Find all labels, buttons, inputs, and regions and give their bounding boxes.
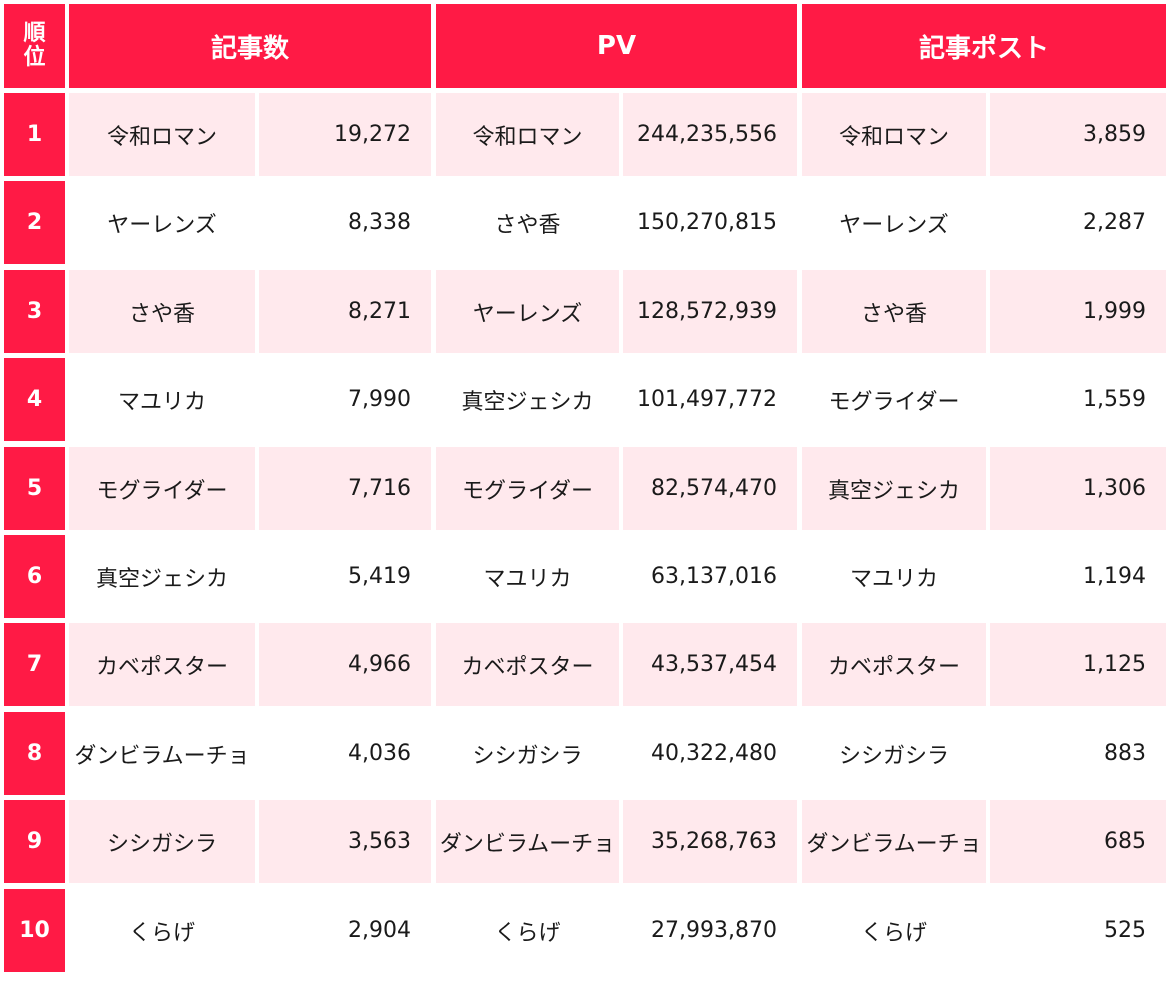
articles-value-cell: 8,338 [348,210,411,235]
posts-name-cell: モグライダー [828,389,960,415]
pv-name-cell: ヤーレンズ [436,270,619,353]
pv-value-cell: 101,497,772 [637,387,777,412]
pv-name-cell: 令和ロマン [436,93,619,176]
posts-value-cell: 2,287 [1083,210,1146,235]
rank-header: 順位 [4,4,65,88]
articles-name-cell: くらげ [128,920,195,946]
pv-name-cell: シシガシラ [472,743,583,769]
articles-name-cell: シシガシラ [69,800,255,883]
posts-value-cell: 1,194 [1083,564,1146,589]
articles-value-cell: 19,272 [259,93,431,176]
pv-name-cell: マユリカ [483,566,572,592]
rank-cell: 6 [4,535,65,618]
posts-name-cell: さや香 [802,270,986,353]
articles-name-cell: さや香 [69,270,255,353]
pv-value-cell: 244,235,556 [623,93,797,176]
posts-name-cell: 令和ロマン [802,93,986,176]
rank-cell: 9 [4,800,65,883]
articles-value-cell: 3,563 [259,800,431,883]
articles-value-cell: 8,271 [259,270,431,353]
articles-name-cell: ダンビラムーチョ [74,743,250,769]
posts-value-cell: 1,999 [990,270,1166,353]
posts-name-cell: 真空ジェシカ [802,447,986,530]
articles-value-cell: 4,036 [348,741,411,766]
rank-cell: 8 [4,712,65,795]
pv-name-cell: くらげ [494,920,561,946]
pv-value-cell: 43,537,454 [623,623,797,706]
rank-cell: 1 [4,93,65,176]
pv-value-cell: 63,137,016 [651,564,777,589]
pv-value-cell: 82,574,470 [623,447,797,530]
articles-value-cell: 7,990 [348,387,411,412]
posts-value-cell: 1,306 [990,447,1166,530]
articles-name-cell: カベポスター [69,623,255,706]
pv-value-cell: 27,993,870 [651,918,777,943]
pv-header: PV [436,4,797,88]
rank-cell: 10 [4,889,65,972]
rank-cell: 3 [4,270,65,353]
posts-name-cell: ダンビラムーチョ [802,800,986,883]
posts-value-cell: 3,859 [990,93,1166,176]
pv-value-cell: 150,270,815 [637,210,777,235]
pv-name-cell: モグライダー [436,447,619,530]
articles-value-cell: 4,966 [259,623,431,706]
articles-value-cell: 7,716 [259,447,431,530]
articles-value-cell: 2,904 [348,918,411,943]
pv-value-cell: 128,572,939 [623,270,797,353]
rank-cell: 5 [4,447,65,530]
posts-name-cell: シシガシラ [838,743,949,769]
posts-header-label: 記事ポスト [918,33,1049,64]
articles-value-cell: 5,419 [348,564,411,589]
pv-name-cell: カベポスター [436,623,619,706]
articles-name-cell: 令和ロマン [69,93,255,176]
pv-value-cell: 40,322,480 [651,741,777,766]
posts-value-cell: 685 [990,800,1166,883]
articles-name-cell: 真空ジェシカ [95,566,228,592]
pv-value-cell: 35,268,763 [623,800,797,883]
rank-cell: 7 [4,623,65,706]
rank-header-label: 順位 [23,20,46,70]
posts-name-cell: マユリカ [849,566,938,592]
pv-name-cell: さや香 [494,212,561,238]
articles-header: 記事数 [69,4,431,88]
pv-header-label: PV [596,31,637,61]
rank-cell: 4 [4,358,65,441]
pv-name-cell: 真空ジェシカ [461,389,594,415]
rank-cell: 2 [4,181,65,264]
articles-name-cell: マユリカ [117,389,206,415]
posts-value-cell: 883 [1104,741,1146,766]
posts-value-cell: 525 [1104,918,1146,943]
articles-name-cell: モグライダー [69,447,255,530]
posts-name-cell: カベポスター [802,623,986,706]
pv-name-cell: ダンビラムーチョ [436,800,619,883]
posts-value-cell: 1,125 [990,623,1166,706]
posts-name-cell: ヤーレンズ [839,212,949,238]
posts-name-cell: くらげ [860,920,927,946]
articles-name-cell: ヤーレンズ [107,212,217,238]
articles-header-label: 記事数 [210,33,289,64]
posts-value-cell: 1,559 [1083,387,1146,412]
posts-header: 記事ポスト [802,4,1166,88]
